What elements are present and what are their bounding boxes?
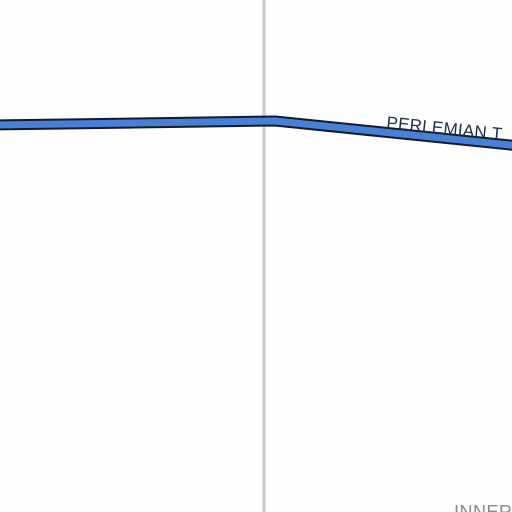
area-label: INNER bbox=[454, 502, 512, 512]
road-fill[interactable] bbox=[0, 117, 512, 149]
